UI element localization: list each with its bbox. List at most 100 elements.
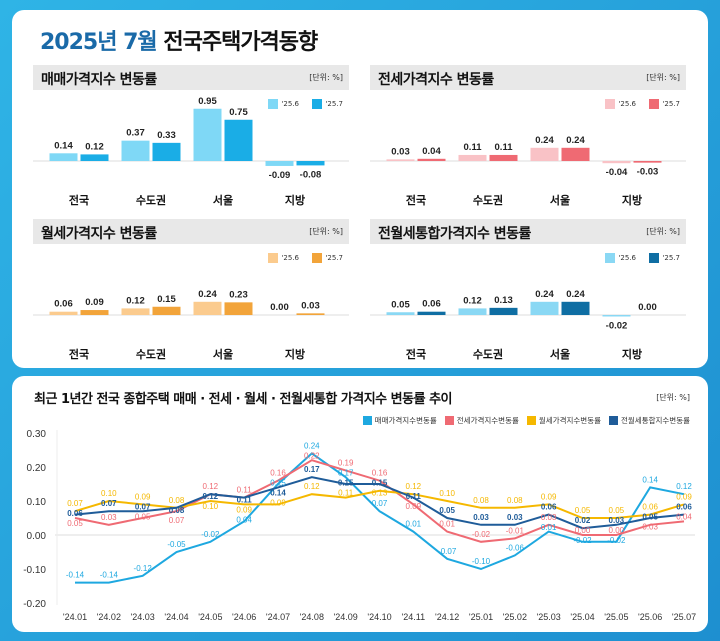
category-label: 전국 [69,347,89,361]
point-label: 0.12 [203,492,219,501]
y-tick-label: -0.20 [23,599,46,610]
bar [602,161,631,164]
data-label: 0.24 [535,135,554,146]
point-label: -0.01 [506,526,525,535]
data-label: 0.24 [566,289,585,300]
data-label: -0.03 [637,167,659,178]
x-tick-label: '24.02 [97,612,121,622]
panel-unit: [단위: %] [309,227,343,236]
point-label: 0.14 [270,489,286,498]
x-tick-label: '25.02 [503,612,527,622]
point-label: 0.09 [270,499,286,508]
panel-header: 매매가격지수 변동률 [단위: %] [33,65,349,90]
line-chart-unit: [단위: %] [656,393,690,402]
panel-header: 월세가격지수 변동률 [단위: %] [33,219,349,244]
point-label: 0.09 [541,492,557,501]
point-label: 0.19 [338,458,354,467]
data-label: -0.02 [606,321,628,332]
legend-label: '25.7 [325,254,343,262]
x-tick-label: '24.05 [198,612,222,622]
data-label: 0.00 [270,302,289,313]
point-label: 0.05 [67,519,83,528]
point-label: 0.12 [676,482,692,491]
point-label: 0.08 [169,496,185,505]
legend-item: '25.7 [312,99,343,109]
x-tick-label: '24.12 [435,612,459,622]
bar-panel: 전세가격지수 변동률 [단위: %] '25.6 '25.7 0.03 0.04 전국 0… [370,65,686,207]
point-label: -0.02 [607,536,626,545]
x-tick-label: '24.03 [131,612,155,622]
panel-unit: [단위: %] [309,73,343,82]
bar [121,308,150,315]
series-line [74,476,685,530]
point-label: 0.09 [236,506,252,515]
category-label: 서울 [213,193,233,207]
legend-swatch [649,99,660,109]
data-label: 0.24 [566,135,585,146]
panel-header: 전월세통합가격지수 변동률 [단위: %] [370,219,686,244]
point-label: 0.16 [270,469,286,478]
point-label: 0.22 [304,451,320,460]
bar [386,159,415,161]
data-label: 0.06 [54,299,73,310]
legend-swatch [526,416,536,425]
point-label: -0.07 [438,547,457,556]
bar [417,311,446,315]
page-title: 2025년 7월 전국주택가격동향 [40,30,318,55]
data-label: 0.23 [229,289,248,300]
data-label: 0.13 [494,295,513,306]
legend-item: '25.6 [605,253,636,263]
bar [633,161,662,163]
point-label: 0.11 [237,486,253,495]
legend-item: 전월세통합지수변동률 [609,415,690,426]
point-label: 0.04 [236,516,252,525]
x-tick-label: '24.04 [164,612,188,622]
category-label: 지방 [622,193,642,207]
point-label: 0.15 [372,479,388,488]
legend-item: '25.6 [268,99,299,109]
x-tick-label: '24.07 [266,612,290,622]
legend-item: '25.6 [268,253,299,263]
point-label: 0.10 [439,489,455,498]
bar [193,108,222,161]
point-label: 0.03 [642,523,658,532]
legend-label: '25.7 [325,100,343,108]
point-label: 0.03 [541,513,557,522]
point-label: 0.07 [135,502,151,511]
point-label: 0.15 [338,478,354,487]
legend-label: 월세가격지수변동률 [538,416,601,425]
x-tick-label: '25.07 [672,612,696,622]
data-label: 0.33 [157,130,176,141]
point-label: 0.00 [609,526,625,535]
bar [417,158,446,161]
legend-item: 월세가격지수변동률 [526,415,601,426]
category-label: 수도권 [136,194,166,207]
legend-swatch [444,416,454,425]
bar-panel: 월세가격지수 변동률 [단위: %] '25.6 '25.7 0.06 0.09 전국 0… [33,219,349,361]
point-label: 0.09 [406,502,422,511]
bar [49,153,78,161]
point-label: 0.06 [67,509,83,518]
bar-chart: 0.14 0.12 전국 0.37 0.33 수도권 0.95 0.75 서울 -0.09 -0.0… [33,96,349,207]
bar [561,301,590,315]
legend-item: '25.7 [649,253,680,263]
legend-swatch [605,253,616,263]
data-label: 0.11 [464,142,483,153]
point-label: 0.03 [473,513,489,522]
legend-item: '25.6 [605,99,636,109]
point-label: 0.01 [406,520,422,529]
bar-panel: 전월세통합가격지수 변동률 [단위: %] '25.6 '25.7 0.05 0.06… [370,219,686,361]
point-label: 0.06 [676,503,692,512]
category-label: 서울 [213,347,233,361]
point-label: 0.11 [406,492,422,501]
point-label: 0.01 [439,520,455,529]
y-tick-label: 0.30 [27,429,47,440]
category-label: 지방 [285,347,305,361]
panel-title: 매매가격지수 변동률 [41,72,157,88]
point-label: 0.14 [642,475,658,484]
y-tick-label: 0.10 [27,497,47,508]
bar [458,154,487,161]
point-label: 0.11 [237,496,253,505]
legend-swatch [312,253,323,263]
point-label: 0.04 [676,513,692,522]
